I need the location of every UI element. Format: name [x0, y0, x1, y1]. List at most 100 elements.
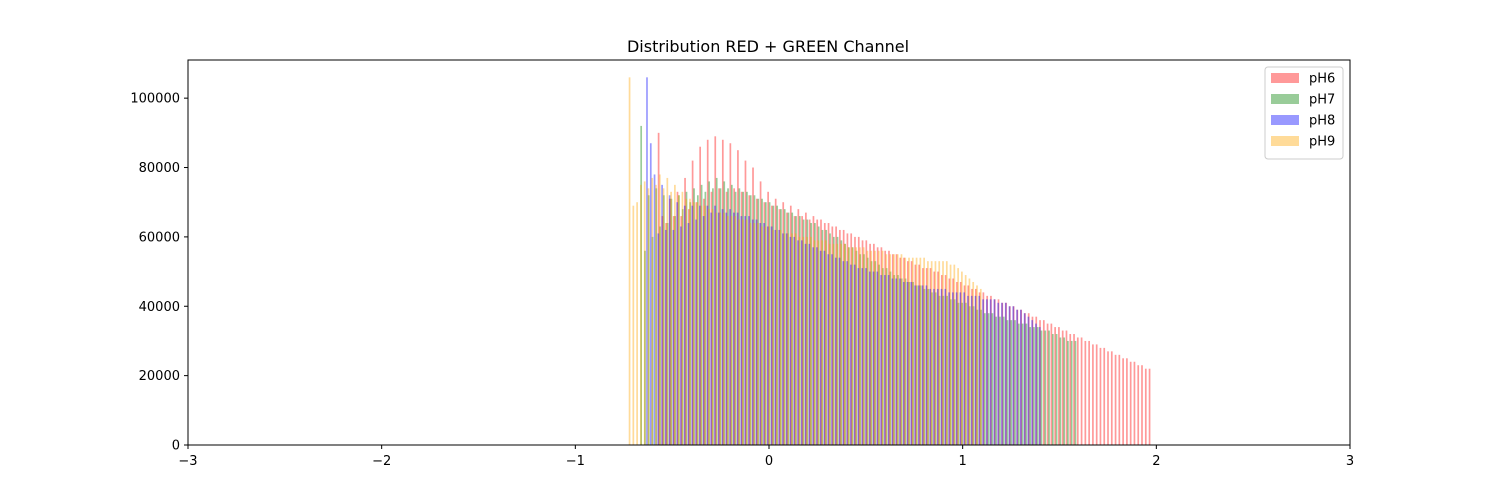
- bar-pH6-79: [956, 281, 958, 445]
- bar-pH8-20: [721, 209, 724, 445]
- bar-pH8-63: [884, 275, 886, 445]
- bar-pH7-10: [678, 195, 680, 445]
- bar-pH6-75: [941, 275, 943, 445]
- bar-pH6-59: [880, 247, 883, 445]
- bar-pH9-24: [719, 212, 722, 445]
- bar-pH6-28: [763, 202, 766, 445]
- bar-pH8-73: [921, 285, 924, 445]
- bar-pH7-82: [950, 299, 952, 445]
- bar-pH7-50: [829, 233, 831, 445]
- bar-pH7-85: [961, 302, 964, 445]
- bar-pH6-34: [786, 212, 788, 445]
- bar-pH6-122: [1118, 354, 1121, 445]
- bar-pH8-96: [1008, 306, 1011, 445]
- bar-pH9-27: [730, 216, 733, 445]
- bar-pH6-47: [835, 226, 837, 445]
- bar-pH9-30: [742, 219, 744, 445]
- bar-pH6-18: [725, 191, 728, 445]
- bar-pH6-45: [827, 223, 830, 445]
- bar-pH9-86: [953, 264, 956, 445]
- bar-pH8-41: [800, 240, 803, 445]
- bar-pH7-107: [1044, 330, 1047, 445]
- bar-pH6-46: [831, 226, 834, 445]
- bar-pH6-4: [672, 216, 675, 445]
- legend-swatch-pH8: [1271, 115, 1299, 125]
- bar-pH8-68: [902, 281, 905, 445]
- bar-pH8-42: [804, 243, 807, 445]
- bar-pH8-95: [1004, 302, 1007, 445]
- bar-pH8-69: [906, 281, 909, 445]
- bar-pH8-58: [865, 268, 867, 445]
- bar-pH6-61: [888, 250, 890, 445]
- bar-pH6-74: [937, 271, 939, 445]
- bar-pH8-10: [683, 205, 686, 445]
- bar-pH6-83: [971, 288, 973, 445]
- bar-pH8-26: [744, 216, 747, 445]
- bar-pH8-90: [986, 299, 988, 445]
- x-axis: −3 −2 −1 0 1 2 3: [178, 445, 1354, 469]
- bar-pH9-25: [723, 212, 725, 445]
- bar-pH8-66: [895, 278, 898, 445]
- bar-pH7-115: [1074, 340, 1077, 445]
- bar-pH7-26: [738, 188, 741, 445]
- y-tick-label: 40000: [139, 300, 180, 315]
- bar-pH9-63: [866, 250, 869, 445]
- bar-pH8-92: [993, 299, 996, 445]
- bar-pH8-97: [1012, 306, 1015, 445]
- bar-pH6-89: [993, 299, 996, 445]
- bar-pH9-69: [889, 254, 891, 445]
- bar-pH7-30: [753, 195, 756, 445]
- bar-pH9-73: [904, 257, 907, 445]
- bar-pH7-57: [855, 250, 858, 445]
- bar-pH9-55: [836, 243, 839, 445]
- bar-pH8-19: [717, 212, 720, 445]
- bar-pH7-113: [1067, 340, 1069, 445]
- bar-pH6-41: [812, 216, 815, 445]
- bar-pH9-21: [708, 209, 710, 445]
- bar-pH7-88: [972, 306, 975, 445]
- series-pH6: [657, 132, 1151, 446]
- bar-pH8-70: [910, 281, 913, 445]
- bar-pH9-54: [832, 243, 835, 445]
- series-pH9: [628, 77, 982, 446]
- bar-pH7-94: [995, 316, 998, 445]
- bar-pH8-102: [1031, 320, 1034, 445]
- bar-pH7-19: [712, 188, 714, 445]
- bar-pH8-78: [940, 288, 943, 445]
- bar-pH7-16: [700, 184, 703, 446]
- bar-pH6-26: [755, 198, 758, 445]
- bar-pH6-3: [669, 198, 671, 445]
- bar-pH6-95: [1016, 309, 1019, 445]
- y-axis: 0 20000 40000 60000 80000 100000: [130, 92, 188, 454]
- bar-pH8-98: [1016, 309, 1018, 445]
- bar-pH8-46: [819, 250, 822, 445]
- bar-pH7-14: [693, 188, 695, 445]
- bar-pH8-39: [793, 236, 796, 445]
- bar-pH7-22: [723, 181, 726, 445]
- bar-pH6-57: [873, 243, 875, 445]
- bar-pH7-64: [882, 268, 884, 445]
- bar-pH9-62: [862, 247, 865, 445]
- bar-pH6-1: [661, 216, 664, 445]
- bar-pH7-63: [878, 264, 880, 445]
- bar-pH6-15: [714, 136, 717, 445]
- y-tick-label: 80000: [139, 161, 180, 176]
- bar-pH6-50: [846, 233, 849, 445]
- bar-pH8-52: [842, 261, 845, 445]
- bar-pH7-83: [953, 299, 956, 445]
- bar-pH7-27: [742, 191, 744, 445]
- bar-pH9-5: [647, 188, 650, 445]
- bar-pH8-13: [695, 219, 697, 445]
- legend-label-pH9: pH9: [1309, 135, 1335, 150]
- bar-pH7-7: [666, 223, 669, 445]
- bar-pH9-33: [753, 223, 756, 445]
- bar-pH6-29: [767, 191, 769, 445]
- bar-pH7-103: [1029, 327, 1032, 445]
- bar-pH8-45: [816, 247, 818, 445]
- bar-pH7-1: [644, 250, 646, 445]
- bar-pH7-58: [859, 254, 862, 445]
- bar-pH6-38: [801, 216, 803, 445]
- bar-pH9-66: [877, 250, 880, 445]
- bar-pH8-6: [668, 195, 671, 445]
